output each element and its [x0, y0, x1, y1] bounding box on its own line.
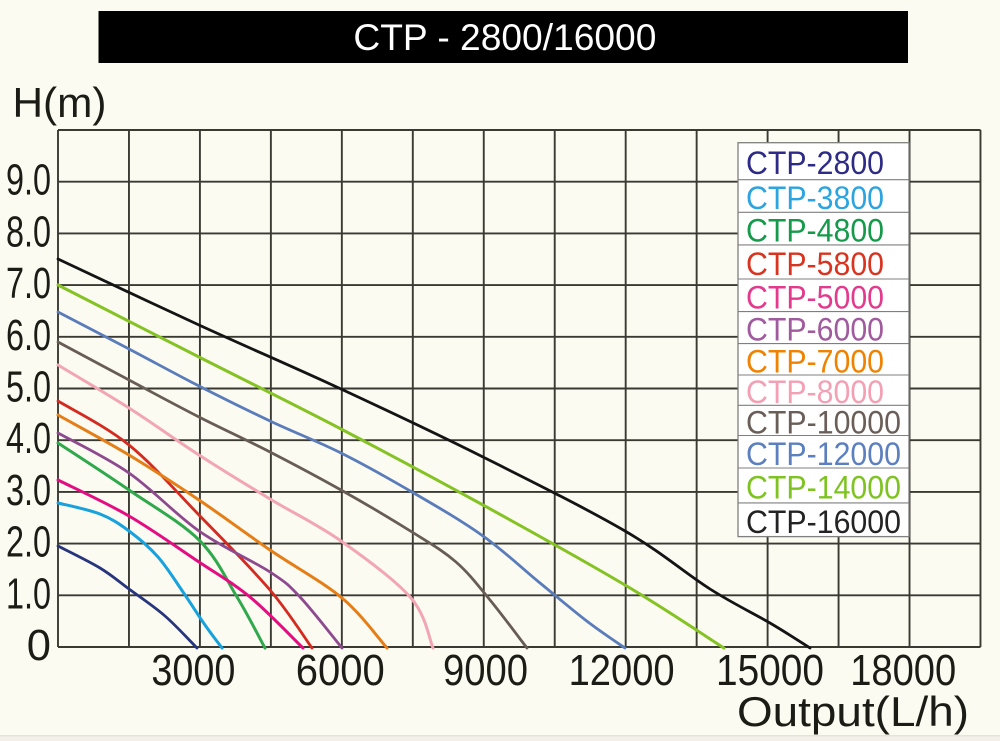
- svg-text:CTP-10000: CTP-10000: [746, 404, 901, 440]
- svg-text:6000: 6000: [296, 647, 385, 695]
- svg-text:12000: 12000: [569, 647, 675, 695]
- svg-text:8.0: 8.0: [6, 208, 51, 256]
- svg-text:CTP-14000: CTP-14000: [746, 469, 901, 505]
- svg-text:CTP-7000: CTP-7000: [746, 343, 884, 379]
- svg-text:CTP-16000: CTP-16000: [746, 504, 901, 540]
- svg-text:CTP-5000: CTP-5000: [746, 279, 884, 315]
- svg-text:CTP-2800: CTP-2800: [746, 145, 884, 181]
- svg-text:3.0: 3.0: [6, 467, 51, 515]
- svg-text:5.0: 5.0: [6, 364, 51, 412]
- svg-text:CTP-5800: CTP-5800: [746, 246, 884, 282]
- svg-text:9.0: 9.0: [6, 157, 51, 205]
- svg-text:7.0: 7.0: [6, 260, 51, 308]
- svg-text:0: 0: [27, 622, 51, 670]
- svg-text:15000: 15000: [716, 647, 824, 695]
- svg-text:CTP-6000: CTP-6000: [746, 312, 884, 348]
- svg-text:18000: 18000: [850, 647, 956, 695]
- svg-text:2.0: 2.0: [6, 519, 51, 567]
- svg-text:CTP-4800: CTP-4800: [746, 213, 884, 249]
- svg-text:4.0: 4.0: [6, 415, 51, 463]
- svg-text:CTP-3800: CTP-3800: [746, 180, 884, 216]
- svg-text:CTP-8000: CTP-8000: [746, 374, 884, 410]
- svg-text:1.0: 1.0: [6, 570, 51, 618]
- svg-text:H(m): H(m): [13, 79, 107, 126]
- svg-text:9000: 9000: [443, 647, 528, 695]
- svg-text:CTP-12000: CTP-12000: [746, 436, 901, 472]
- svg-text:3000: 3000: [151, 647, 235, 695]
- svg-text:Output(L/h): Output(L/h): [737, 688, 969, 735]
- svg-text:6.0: 6.0: [6, 312, 51, 360]
- svg-text:CTP - 2800/16000: CTP - 2800/16000: [353, 17, 656, 58]
